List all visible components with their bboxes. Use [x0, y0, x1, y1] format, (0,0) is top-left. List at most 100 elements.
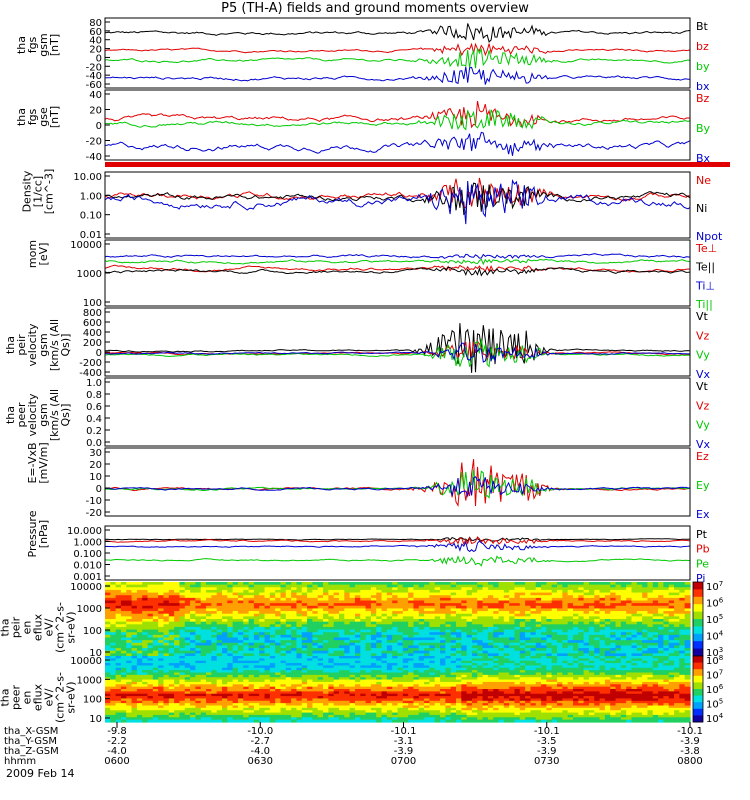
heatmap-cell [168, 626, 175, 631]
heatmap-cell [158, 656, 165, 659]
y-tick-label: -200 [79, 358, 102, 369]
heatmap-cell [535, 645, 542, 649]
heatmap-cell [291, 608, 298, 612]
heatmap-cell [674, 653, 680, 657]
heatmap-cell [546, 613, 553, 617]
heatmap-cell [658, 605, 665, 610]
heatmap-cell [163, 691, 170, 695]
heatmap-cell [237, 597, 244, 602]
heatmap-cell [280, 595, 287, 599]
heatmap-cell [243, 717, 250, 721]
heatmap-cell [168, 656, 175, 659]
heatmap-cell [626, 600, 633, 604]
heatmap-cell [424, 645, 431, 649]
heatmap-cell [328, 707, 335, 711]
heatmap-cell [328, 603, 335, 607]
heatmap-cell [525, 648, 532, 652]
heatmap-cell [227, 645, 234, 649]
y-tick-label: 0.2 [86, 426, 102, 437]
heatmap-cell [323, 719, 329, 723]
heatmap-cell [296, 689, 303, 692]
heatmap-cell [232, 712, 239, 716]
heatmap-cell [126, 613, 133, 617]
heatmap-cell [206, 600, 212, 604]
heatmap-cell [136, 686, 143, 690]
heatmap-cell [663, 645, 670, 649]
heatmap-cell [227, 595, 234, 599]
heatmap-cell [200, 626, 207, 631]
heatmap-cell [269, 703, 276, 707]
heatmap-cell [381, 611, 388, 615]
heatmap-cell [269, 605, 276, 610]
heatmap-cell [652, 592, 659, 596]
heatmap-cell [147, 632, 154, 636]
heatmap-cell [195, 705, 202, 709]
heatmap-cell [339, 684, 345, 688]
heatmap-cell [631, 603, 638, 607]
heatmap-cell [285, 679, 292, 683]
heatmap-cell [424, 611, 431, 615]
heatmap-cell [211, 658, 218, 662]
heatmap-cell [312, 658, 319, 662]
heatmap-cell [339, 660, 345, 664]
heatmap-cell [610, 642, 617, 647]
heatmap-cell [285, 634, 292, 639]
heatmap-cell [163, 595, 170, 599]
heatmap-cell [190, 608, 197, 612]
heatmap-cell [232, 667, 239, 671]
heatmap-cell [381, 595, 388, 599]
heatmap-cell [184, 621, 191, 625]
heatmap-cell [402, 650, 409, 654]
heatmap-cell [248, 681, 255, 685]
heatmap-cell [626, 650, 633, 654]
heatmap-cell [184, 684, 191, 688]
heatmap-cell [285, 672, 292, 676]
heatmap-cell [445, 650, 452, 654]
heatmap-cell [450, 632, 457, 636]
heatmap-cell [275, 600, 282, 604]
heatmap-cell [674, 611, 680, 615]
heatmap-cell [184, 663, 191, 667]
heatmap-cell [253, 684, 260, 688]
heatmap-cell [120, 626, 127, 631]
heatmap-cell [456, 650, 462, 654]
series-line [104, 42, 691, 57]
heatmap-cell [115, 660, 122, 664]
heatmap-cell [179, 663, 186, 667]
heatmap-cell [344, 714, 351, 718]
heatmap-cell [285, 613, 292, 617]
heatmap-cell [376, 650, 383, 654]
heatmap-cell [291, 645, 298, 649]
heatmap-cell [397, 592, 404, 596]
heatmap-cell [328, 693, 335, 697]
heatmap-cell [147, 619, 154, 623]
heatmap-cell [647, 637, 654, 641]
heatmap-cell [344, 660, 351, 664]
heatmap-cell [413, 626, 420, 631]
heatmap-cell [312, 637, 319, 641]
heatmap-cell [142, 632, 149, 636]
heatmap-cell [684, 650, 691, 654]
heatmap-cell [493, 619, 500, 623]
heatmap-cell [647, 597, 654, 602]
heatmap-cell [296, 613, 303, 617]
heatmap-cell [413, 653, 420, 657]
heatmap-cell [562, 616, 569, 620]
heatmap-cell [652, 597, 659, 602]
heatmap-cell [253, 693, 260, 697]
heatmap-cell [392, 624, 399, 628]
heatmap-cell [349, 674, 356, 678]
heatmap-cell [562, 632, 569, 636]
heatmap-cell [440, 624, 446, 628]
heatmap-cell [546, 629, 553, 633]
heatmap-cell [237, 624, 244, 628]
heatmap-cell [328, 595, 335, 599]
heatmap-cell [152, 681, 159, 685]
heatmap-cell [541, 616, 548, 620]
heatmap-cell [402, 679, 409, 683]
heatmap-cell [509, 632, 516, 636]
legend-entry: Ne [696, 174, 711, 187]
heatmap-cell [381, 667, 388, 671]
heatmap-cell [126, 584, 133, 588]
heatmap-cell [418, 597, 425, 602]
